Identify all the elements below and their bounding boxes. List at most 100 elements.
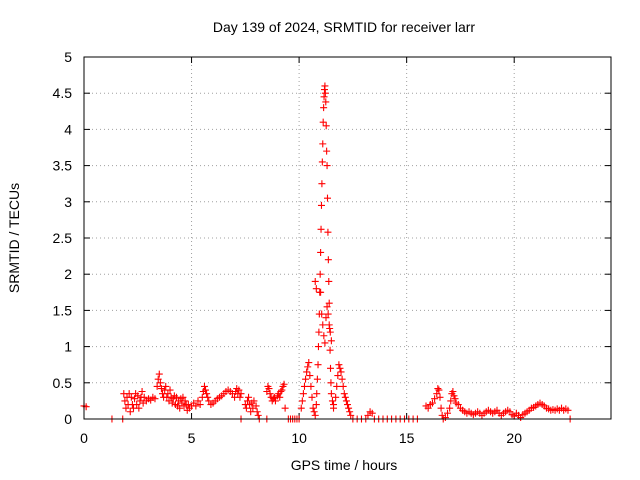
y-tick-label: 3	[64, 194, 72, 210]
data-point	[327, 364, 335, 372]
data-point	[323, 162, 331, 170]
data-point	[333, 382, 341, 390]
data-point	[431, 395, 439, 403]
data-point	[156, 379, 164, 387]
data-point	[336, 364, 344, 372]
data-point	[271, 397, 279, 405]
data-point	[126, 408, 134, 416]
data-point	[338, 375, 346, 383]
data-point	[235, 386, 243, 394]
axis-ticks: 0 0.5 1 1.5 2 2.5 3 3.5 4 4.5 5 0 5 10 15 20	[53, 49, 611, 446]
data-point	[341, 393, 349, 401]
data-point	[346, 408, 354, 416]
data-point	[326, 346, 334, 354]
data-point	[312, 401, 320, 409]
data-point	[347, 411, 355, 419]
data-point	[245, 393, 253, 401]
data-point	[155, 370, 163, 378]
data-point	[253, 408, 261, 416]
data-point	[428, 399, 436, 407]
x-tick-label: 5	[188, 430, 196, 446]
data-point	[322, 314, 330, 322]
data-point	[192, 402, 200, 410]
data-point	[320, 332, 328, 340]
data-point	[310, 408, 318, 416]
data-point	[281, 404, 289, 412]
data-point	[447, 397, 455, 405]
data-point	[449, 387, 457, 395]
data-point	[154, 375, 162, 383]
data-point	[321, 339, 329, 347]
data-point	[325, 299, 333, 307]
data-point	[122, 404, 130, 412]
data-point	[320, 93, 328, 101]
data-point	[316, 270, 324, 278]
data-point	[364, 411, 372, 419]
data-point	[311, 277, 319, 285]
data-point	[340, 390, 348, 398]
data-point	[172, 393, 180, 401]
data-point	[203, 390, 211, 398]
data-point	[134, 392, 142, 400]
data-point	[313, 390, 321, 398]
data-point	[433, 390, 441, 398]
x-tick-label: 0	[80, 430, 88, 446]
data-point	[437, 404, 445, 412]
data-point	[308, 393, 316, 401]
data-point	[306, 372, 314, 380]
y-tick-label: 4	[64, 121, 72, 137]
data-point	[277, 387, 285, 395]
data-point	[345, 404, 353, 412]
data-point	[157, 385, 165, 393]
data-point	[436, 393, 444, 401]
data-point	[317, 288, 325, 296]
y-tick-label: 5	[64, 49, 72, 65]
data-point	[328, 397, 336, 405]
data-point	[304, 363, 312, 371]
data-point	[297, 404, 305, 412]
data-point	[168, 399, 176, 407]
data-point	[121, 397, 129, 405]
data-point	[314, 361, 322, 369]
data-point	[313, 375, 321, 383]
data-point	[337, 368, 345, 376]
data-point	[327, 337, 335, 345]
x-tick-label: 15	[399, 430, 415, 446]
data-point	[312, 285, 320, 293]
y-tick-label: 4.5	[53, 85, 73, 101]
data-point	[242, 404, 250, 412]
data-point	[320, 104, 328, 112]
data-point	[300, 382, 308, 390]
data-point	[444, 409, 452, 417]
data-point	[243, 397, 251, 405]
data-point	[127, 393, 135, 401]
data-point	[311, 411, 319, 419]
y-tick-label: 2.5	[53, 230, 73, 246]
data-point	[323, 303, 331, 311]
data-point	[342, 397, 350, 405]
data-point	[339, 382, 347, 390]
data-point	[322, 98, 330, 106]
data-point	[166, 386, 174, 394]
data-point	[314, 343, 322, 351]
data-point	[324, 310, 332, 318]
data-point	[200, 382, 208, 390]
data-point	[265, 385, 273, 393]
data-point	[303, 368, 311, 376]
data-point	[368, 409, 376, 417]
data-point	[327, 379, 335, 387]
y-tick-label: 0	[64, 411, 72, 427]
data-point	[179, 393, 187, 401]
data-point	[317, 225, 325, 233]
data-point	[326, 328, 334, 336]
data-point	[446, 404, 454, 412]
data-point	[323, 194, 331, 202]
data-point	[153, 382, 161, 390]
data-point	[280, 380, 288, 388]
data-point	[169, 395, 177, 403]
data-point	[205, 397, 213, 405]
y-tick-label: 3.5	[53, 158, 73, 174]
data-point	[317, 201, 325, 209]
data-points	[80, 82, 574, 423]
